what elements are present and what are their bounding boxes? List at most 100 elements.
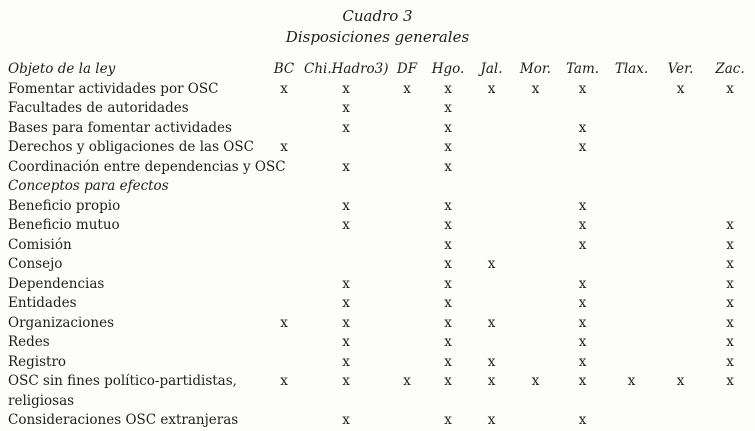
empty-cell bbox=[705, 411, 755, 431]
empty-cell bbox=[388, 216, 426, 236]
empty-cell bbox=[656, 119, 705, 139]
table-body: Fomentar actividades por OSC x x x x x x x x x Fac… bbox=[0, 80, 755, 431]
column-header: Tam. bbox=[565, 61, 600, 77]
empty-cell bbox=[513, 314, 558, 334]
row-label: Bases para fomentar actividades bbox=[8, 119, 232, 136]
mark-cell: x bbox=[726, 314, 734, 331]
mark-cell: x bbox=[578, 139, 587, 155]
row-label: Consideraciones OSC extranjeras bbox=[8, 412, 239, 428]
empty-cell bbox=[470, 119, 513, 139]
mark-cell: x bbox=[578, 197, 587, 214]
empty-cell bbox=[264, 177, 304, 197]
empty-cell bbox=[656, 353, 705, 373]
row-label: Dependencias bbox=[8, 275, 105, 292]
empty-cell bbox=[656, 197, 705, 217]
table-row: OSC sin fines político-partidistas, reli… bbox=[0, 372, 755, 411]
mark-cell: x bbox=[578, 80, 587, 97]
empty-cell bbox=[388, 177, 426, 197]
mark-cell: x bbox=[280, 314, 288, 331]
empty-cell bbox=[513, 216, 558, 236]
column-header: Ver. bbox=[667, 61, 694, 77]
empty-cell bbox=[558, 99, 607, 119]
mark-cell: x bbox=[578, 119, 587, 136]
empty-cell bbox=[513, 158, 558, 178]
mark-cell: x bbox=[487, 80, 496, 97]
empty-cell bbox=[656, 333, 705, 353]
empty-cell bbox=[513, 275, 558, 295]
empty-cell bbox=[513, 99, 558, 119]
mark-cell: x bbox=[444, 353, 452, 370]
mark-cell: x bbox=[342, 295, 350, 311]
empty-cell bbox=[705, 177, 755, 197]
mark-cell: x bbox=[342, 119, 350, 136]
table-row: Dependencias x x x x bbox=[0, 275, 755, 295]
table-row: Beneficio mutuo x x x x bbox=[0, 216, 755, 236]
table-row: Organizaciones x x x x x x bbox=[0, 314, 755, 334]
empty-cell bbox=[388, 333, 426, 353]
empty-cell bbox=[470, 138, 513, 158]
empty-cell bbox=[513, 294, 558, 314]
column-header: Jal. bbox=[480, 61, 503, 77]
empty-cell bbox=[264, 119, 304, 139]
mark-cell: x bbox=[444, 373, 452, 389]
empty-cell bbox=[470, 99, 513, 119]
column-header: Chi.Hadro3) bbox=[304, 61, 389, 77]
table-row: Beneficio propio x x x bbox=[0, 197, 755, 217]
empty-cell bbox=[656, 138, 705, 158]
empty-cell bbox=[388, 119, 426, 139]
empty-cell bbox=[388, 275, 426, 295]
column-header: Mor. bbox=[519, 61, 552, 77]
table-title: Cuadro 3 bbox=[342, 7, 413, 25]
empty-cell bbox=[388, 314, 426, 334]
empty-cell bbox=[607, 275, 656, 295]
table-row: Facultades de autoridades x x bbox=[0, 99, 755, 119]
empty-cell bbox=[304, 255, 388, 275]
empty-cell bbox=[264, 99, 304, 119]
mark-cell: x bbox=[280, 80, 288, 97]
mark-cell: x bbox=[578, 373, 587, 389]
mark-cell: x bbox=[342, 275, 350, 292]
empty-cell bbox=[513, 138, 558, 158]
empty-cell bbox=[607, 294, 656, 314]
mark-cell: x bbox=[444, 217, 452, 233]
empty-cell bbox=[513, 255, 558, 275]
table-row: Registro x x x x x bbox=[0, 353, 755, 373]
empty-cell bbox=[607, 99, 656, 119]
mark-cell: x bbox=[726, 80, 734, 97]
row-label: Fomentar actividades por OSC bbox=[8, 80, 219, 97]
empty-cell bbox=[656, 255, 705, 275]
row-label: Registro bbox=[8, 353, 67, 370]
empty-cell bbox=[264, 294, 304, 314]
empty-cell bbox=[607, 177, 656, 197]
mark-cell: x bbox=[403, 80, 411, 97]
column-header: Zac. bbox=[715, 61, 745, 77]
row-label: Beneficio mutuo bbox=[8, 217, 120, 233]
column-header: Hgo. bbox=[431, 61, 465, 77]
column-header-objeto: Objeto de la ley bbox=[8, 61, 116, 77]
mark-cell: x bbox=[444, 412, 452, 428]
empty-cell bbox=[607, 80, 656, 100]
mark-cell: x bbox=[444, 334, 452, 350]
mark-cell: x bbox=[444, 197, 452, 214]
mark-cell: x bbox=[342, 217, 350, 233]
mark-cell: x bbox=[444, 314, 452, 331]
empty-cell bbox=[513, 119, 558, 139]
row-label: Conceptos para efectos bbox=[8, 178, 169, 194]
table-row: Consejo x x x bbox=[0, 255, 755, 275]
mark-cell: x bbox=[487, 314, 496, 331]
mark-cell: x bbox=[676, 80, 685, 97]
mark-cell: x bbox=[578, 275, 587, 292]
row-label: Derechos y obligaciones de las OSC bbox=[8, 139, 254, 155]
mark-cell: x bbox=[726, 275, 734, 292]
mark-cell: x bbox=[444, 158, 452, 175]
mark-cell: x bbox=[578, 353, 587, 370]
mark-cell: x bbox=[444, 100, 452, 116]
empty-cell bbox=[656, 99, 705, 119]
empty-cell bbox=[607, 255, 656, 275]
dispositions-table: Objeto de la ley BC Chi.Hadro3) DF Hgo. Jal.… bbox=[0, 60, 755, 431]
empty-cell bbox=[388, 138, 426, 158]
empty-cell bbox=[304, 138, 388, 158]
mark-cell: x bbox=[578, 314, 587, 331]
mark-cell: x bbox=[342, 412, 350, 428]
mark-cell: x bbox=[444, 256, 452, 272]
